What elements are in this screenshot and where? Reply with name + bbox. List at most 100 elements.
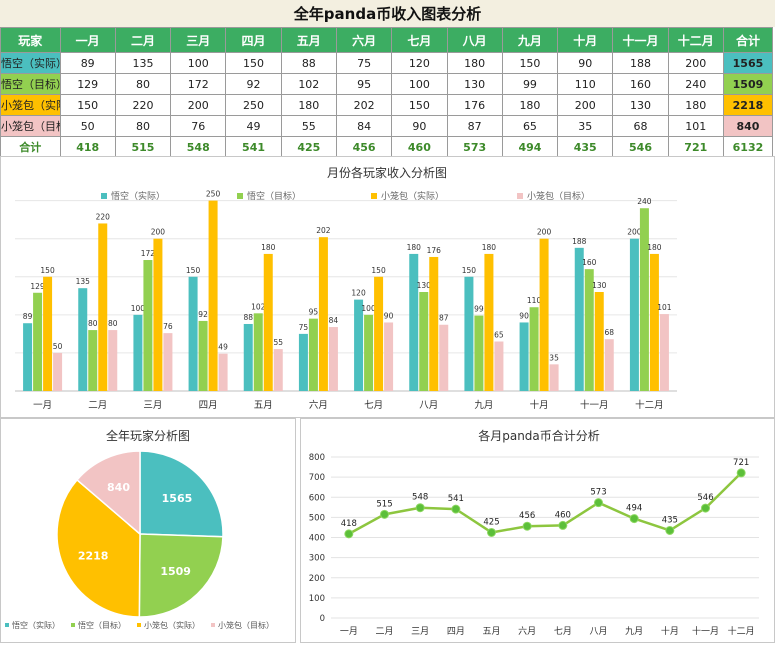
legend-label: 小笼包（目标） xyxy=(527,190,590,202)
table-cell: 90 xyxy=(557,52,614,74)
data-point xyxy=(736,468,746,478)
legend-swatch xyxy=(237,193,243,199)
table-cell: 200 xyxy=(170,94,227,116)
table-cell: 89 xyxy=(59,52,116,74)
legend-label: 悟空（目标） xyxy=(247,190,301,202)
bar xyxy=(629,238,639,391)
pie-chart-title: 全年玩家分析图 xyxy=(106,428,190,443)
table-cell: 150 xyxy=(391,94,448,116)
data-point xyxy=(415,503,425,513)
x-tick-label: 九月 xyxy=(474,399,493,411)
legend-label: 小笼包（实际） xyxy=(381,190,444,202)
data-point xyxy=(522,521,532,531)
point-value-label: 435 xyxy=(662,515,678,525)
table-cell: 130 xyxy=(446,73,503,95)
bar xyxy=(464,276,474,391)
table-cell: 180 xyxy=(280,94,337,116)
x-tick-label: 二月 xyxy=(375,626,393,637)
bar-value-label: 130 xyxy=(592,281,607,290)
data-point xyxy=(629,514,639,524)
bar xyxy=(474,315,484,391)
bar-value-label: 84 xyxy=(329,316,339,325)
bar xyxy=(328,327,338,391)
legend-swatch xyxy=(371,193,377,199)
bar-value-label: 88 xyxy=(243,313,253,322)
row-label: 悟空（目标） xyxy=(0,73,61,95)
bar xyxy=(33,292,43,391)
bar xyxy=(639,208,649,391)
pie-value-label: 2218 xyxy=(78,549,109,562)
point-value-label: 494 xyxy=(626,504,642,514)
table-cell: 35 xyxy=(557,115,614,137)
bar xyxy=(153,238,163,391)
point-value-label: 573 xyxy=(590,488,606,498)
table-cell: 150 xyxy=(225,52,282,74)
pie-value-label: 1509 xyxy=(160,565,191,578)
bar-value-label: 220 xyxy=(96,212,111,221)
table-cell: 90 xyxy=(391,115,448,137)
bar-value-label: 200 xyxy=(151,228,166,237)
row-total: 1565 xyxy=(722,52,774,74)
bar xyxy=(198,320,208,391)
table-cell: 135 xyxy=(114,52,172,74)
table-cell: 188 xyxy=(612,52,669,74)
bar-value-label: 135 xyxy=(76,277,91,286)
point-value-label: 460 xyxy=(555,510,571,520)
data-point xyxy=(594,498,603,508)
row-total: 1509 xyxy=(722,73,774,95)
table-cell: 65 xyxy=(501,115,559,137)
x-tick-label: 一月 xyxy=(340,626,358,637)
header-month: 五月 xyxy=(280,27,337,53)
header-month: 六月 xyxy=(335,27,393,53)
bar xyxy=(318,237,328,391)
table-cell: 150 xyxy=(501,52,559,74)
point-value-label: 425 xyxy=(483,517,499,527)
table-cell: 202 xyxy=(335,94,393,116)
total-cell: 721 xyxy=(667,136,724,158)
table-cell: 102 xyxy=(280,73,337,95)
bar xyxy=(243,323,253,391)
pie-slice xyxy=(139,450,224,538)
bar xyxy=(584,269,594,391)
bar-value-label: 76 xyxy=(163,322,173,331)
table-cell: 129 xyxy=(59,73,116,95)
x-tick-label: 八月 xyxy=(589,626,607,637)
table-cell: 76 xyxy=(170,115,227,137)
bar xyxy=(384,322,394,391)
table-cell: 95 xyxy=(335,73,393,95)
bar-value-label: 99 xyxy=(474,305,484,314)
y-tick-label: 100 xyxy=(309,594,325,604)
header-month: 九月 xyxy=(501,27,559,53)
x-tick-label: 六月 xyxy=(309,399,328,411)
legend-label: 悟空（实际） xyxy=(12,620,60,630)
bar-value-label: 50 xyxy=(53,342,63,351)
table-cell: 49 xyxy=(225,115,282,137)
point-value-label: 456 xyxy=(519,511,535,521)
header-month: 七月 xyxy=(391,27,448,53)
line-chart-panel: 各月panda币合计分析 0 100 200 300 400 500 600 700 800 418… xyxy=(300,418,775,643)
pie-value-label: 1565 xyxy=(162,492,193,505)
bar-value-label: 100 xyxy=(131,304,146,313)
table-cell: 200 xyxy=(557,94,614,116)
bar-value-label: 90 xyxy=(519,311,529,320)
x-tick-label: 七月 xyxy=(554,626,572,637)
row-label: 悟空（实际） xyxy=(0,52,61,74)
y-tick-label: 0 xyxy=(320,614,325,624)
pie-value-label: 840 xyxy=(107,481,130,494)
bar xyxy=(659,314,669,391)
table-cell: 50 xyxy=(59,115,116,137)
table-cell: 180 xyxy=(667,94,724,116)
total-cell: 515 xyxy=(114,136,172,158)
row-label: 小笼包（实际） xyxy=(0,94,61,116)
table-row: 小笼包（实际）150220200250180202150176180200130… xyxy=(0,94,774,116)
table-cell: 220 xyxy=(114,94,172,116)
bar xyxy=(53,352,63,391)
bar-value-label: 35 xyxy=(549,353,559,362)
total-cell: 425 xyxy=(280,136,337,158)
bar-value-label: 240 xyxy=(637,197,652,206)
bar-value-label: 202 xyxy=(316,226,331,235)
header-month: 十二月 xyxy=(667,27,724,53)
bar xyxy=(163,333,173,391)
table-cell: 150 xyxy=(59,94,116,116)
